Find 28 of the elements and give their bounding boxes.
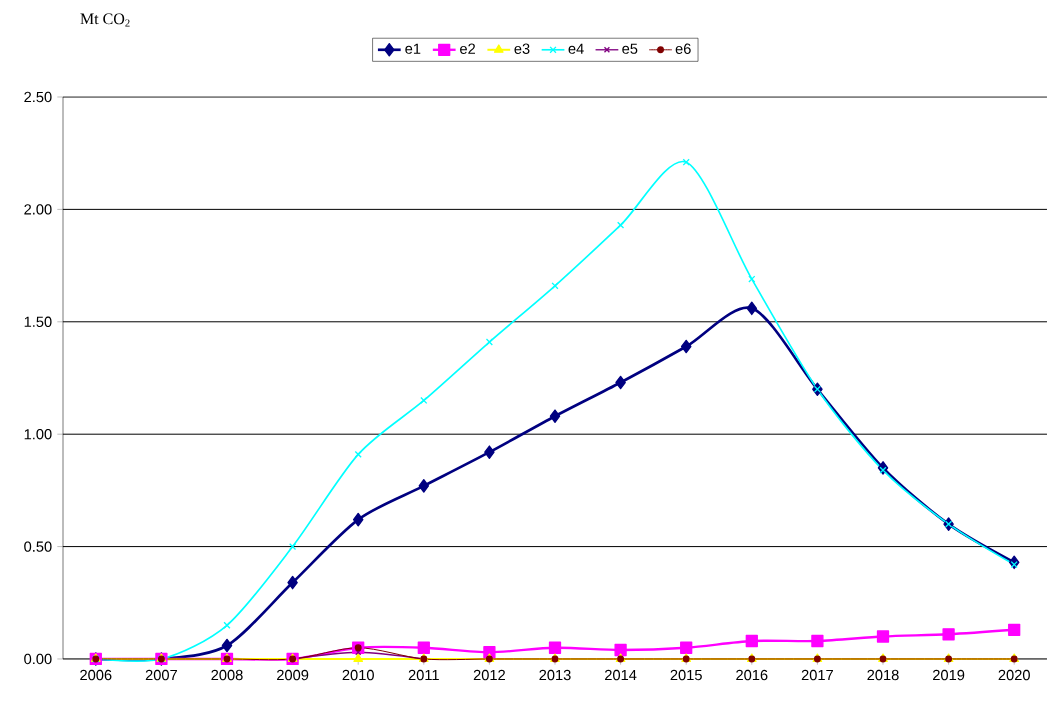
x-tick-label: 2011 bbox=[408, 669, 439, 681]
legend-label: e1 bbox=[405, 43, 421, 54]
x-tick-label: 2020 bbox=[998, 669, 1030, 681]
y-tick-label: 0.50 bbox=[24, 541, 52, 552]
legend-label: e6 bbox=[675, 43, 691, 54]
y-tick-label: 2.00 bbox=[24, 204, 52, 215]
y-axis-title: Mt CO$_{2}$ bbox=[80, 13, 130, 27]
y-tick-label: 1.50 bbox=[24, 316, 52, 327]
x-tick-label: 2012 bbox=[473, 669, 505, 681]
x-tick-label: 2006 bbox=[80, 669, 112, 681]
x-tick-label: 2016 bbox=[736, 669, 768, 681]
legend-label: e3 bbox=[514, 43, 530, 54]
legend-label: e2 bbox=[460, 43, 476, 54]
y-tick-label: 0.00 bbox=[24, 653, 52, 665]
x-tick-label: 2010 bbox=[342, 669, 374, 681]
x-tick-label: 2007 bbox=[145, 669, 177, 681]
x-tick-label: 2009 bbox=[277, 669, 309, 681]
x-tick-label: 2019 bbox=[933, 669, 965, 681]
x-tick-label: 2017 bbox=[801, 669, 833, 681]
y-tick-label: 2.50 bbox=[24, 91, 52, 103]
x-tick-label: 2014 bbox=[605, 669, 637, 681]
legend-label: e4 bbox=[568, 43, 584, 54]
legend-label: e5 bbox=[622, 43, 638, 54]
y-tick-label: 1.00 bbox=[24, 429, 52, 440]
x-tick-label: 2008 bbox=[211, 669, 243, 681]
x-tick-label: 2018 bbox=[867, 669, 899, 681]
x-tick-label: 2015 bbox=[670, 669, 702, 681]
x-tick-label: 2013 bbox=[539, 669, 571, 681]
